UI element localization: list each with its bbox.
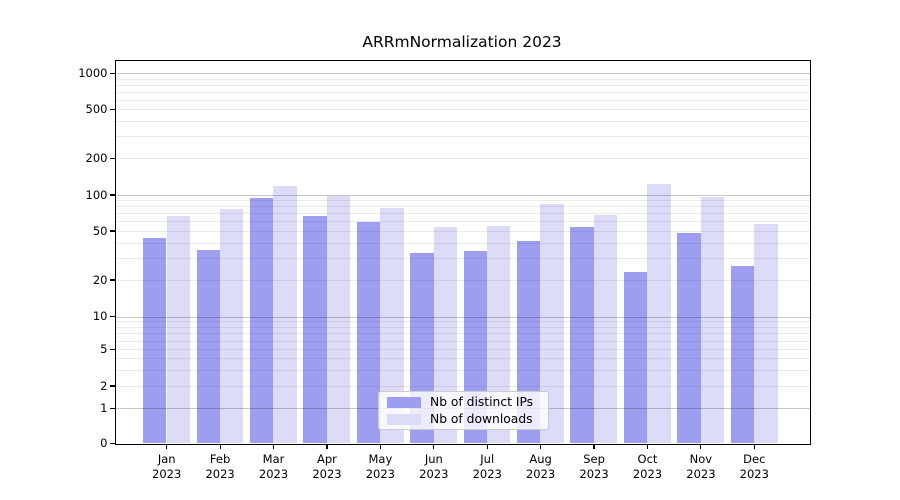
- bar-downloads-jan: [166, 215, 190, 444]
- bar-distinct-ips-sep: [570, 226, 594, 444]
- y-tick-50: [110, 230, 115, 232]
- x-tick-apr: [326, 444, 328, 450]
- bar-downloads-may: [380, 207, 404, 444]
- y-tick-2: [110, 385, 115, 387]
- y-tick-5: [110, 348, 115, 350]
- y-tick-label-100: 100: [85, 187, 108, 202]
- x-tick-nov: [700, 444, 702, 450]
- legend: Nb of distinct IPs Nb of downloads: [378, 391, 549, 430]
- bar-downloads-nov: [700, 197, 725, 444]
- x-tick-oct: [646, 444, 649, 450]
- y-tick-label-200: 200: [85, 150, 108, 165]
- x-tick-label-apr: Apr 2023: [312, 452, 342, 481]
- x-tick-jun: [433, 444, 435, 450]
- x-tick-label-may: May 2023: [365, 452, 396, 481]
- y-tick-label-10: 10: [92, 309, 108, 324]
- bar-distinct-ips-nov: [677, 232, 701, 444]
- x-tick-feb: [219, 444, 221, 450]
- x-tick-sep: [593, 444, 595, 450]
- bar-distinct-ips-feb: [196, 249, 220, 444]
- y-tick-10: [110, 316, 115, 318]
- y-tick-200: [110, 157, 115, 159]
- x-tick-may: [379, 444, 381, 450]
- y-tick-0: [110, 442, 115, 445]
- legend-label-downloads: Nb of downloads: [430, 412, 533, 426]
- gridline-100: [115, 194, 810, 196]
- gridline-900: [115, 78, 810, 80]
- gridline-800: [115, 84, 810, 86]
- legend-swatch-distinct-ips: [387, 396, 421, 408]
- bar-distinct-ips-mar: [249, 198, 274, 444]
- bar-downloads-feb: [219, 209, 244, 444]
- gridline-500: [115, 109, 810, 111]
- y-tick-label-5: 5: [100, 341, 108, 356]
- gridline-600: [115, 99, 810, 101]
- y-tick-label-500: 500: [85, 101, 108, 116]
- y-tick-100: [110, 194, 115, 196]
- bar-distinct-ips-dec: [730, 265, 755, 444]
- x-tick-aug: [540, 444, 542, 450]
- x-tick-label-aug: Aug 2023: [525, 452, 556, 481]
- bar-downloads-jun: [433, 226, 457, 444]
- legend-item-downloads: Nb of downloads: [379, 412, 548, 426]
- bar-distinct-ips-may: [356, 222, 381, 444]
- y-tick-1: [110, 407, 115, 409]
- bar-downloads-oct: [647, 183, 671, 444]
- y-tick-500: [110, 108, 115, 110]
- x-tick-label-jun: Jun 2023: [419, 452, 449, 481]
- x-tick-label-jul: Jul 2023: [472, 452, 502, 481]
- bar-downloads-jul: [487, 225, 511, 444]
- legend-swatch-downloads: [387, 413, 421, 425]
- x-tick-label-mar: Mar 2023: [258, 452, 289, 481]
- bar-downloads-apr: [326, 196, 351, 444]
- gridline-300: [115, 136, 810, 138]
- x-tick-label-dec: Dec 2023: [739, 452, 769, 481]
- bar-distinct-ips-jan: [143, 237, 167, 444]
- x-tick-label-oct: Oct 2023: [632, 452, 663, 481]
- x-tick-dec: [753, 444, 755, 450]
- bar-distinct-ips-apr: [303, 215, 327, 444]
- bar-downloads-mar: [273, 185, 297, 444]
- gridline-700: [115, 91, 810, 93]
- y-tick-label-0: 0: [100, 436, 108, 450]
- x-tick-jan: [166, 444, 168, 450]
- x-tick-label-jan: Jan 2023: [152, 452, 182, 481]
- x-tick-label-nov: Nov 2023: [686, 452, 716, 481]
- gridline-200: [115, 158, 810, 160]
- y-tick-label-20: 20: [92, 272, 108, 287]
- y-tick-label-2: 2: [100, 378, 108, 393]
- legend-item-distinct-ips: Nb of distinct IPs: [379, 395, 548, 409]
- x-tick-mar: [272, 444, 275, 450]
- y-tick-20: [110, 279, 115, 281]
- x-tick-label-feb: Feb 2023: [205, 452, 235, 481]
- bar-distinct-ips-oct: [623, 272, 648, 444]
- chart-title: ARRmNormalization 2023: [362, 33, 562, 51]
- bar-downloads-sep: [593, 214, 618, 444]
- x-tick-label-sep: Sep 2023: [579, 452, 609, 481]
- legend-label-distinct-ips: Nb of distinct IPs: [430, 395, 534, 409]
- y-tick-label-50: 50: [92, 223, 108, 238]
- x-tick-jul: [486, 444, 488, 450]
- y-tick-label-1000: 1000: [78, 65, 108, 80]
- gridline-400: [115, 121, 810, 123]
- gridline-1000: [115, 73, 810, 75]
- bar-downloads-dec: [754, 223, 778, 444]
- bar-downloads-aug: [540, 203, 564, 444]
- y-tick-label-1: 1: [100, 400, 108, 415]
- y-tick-1000: [110, 72, 115, 74]
- plot-area: [114, 59, 811, 445]
